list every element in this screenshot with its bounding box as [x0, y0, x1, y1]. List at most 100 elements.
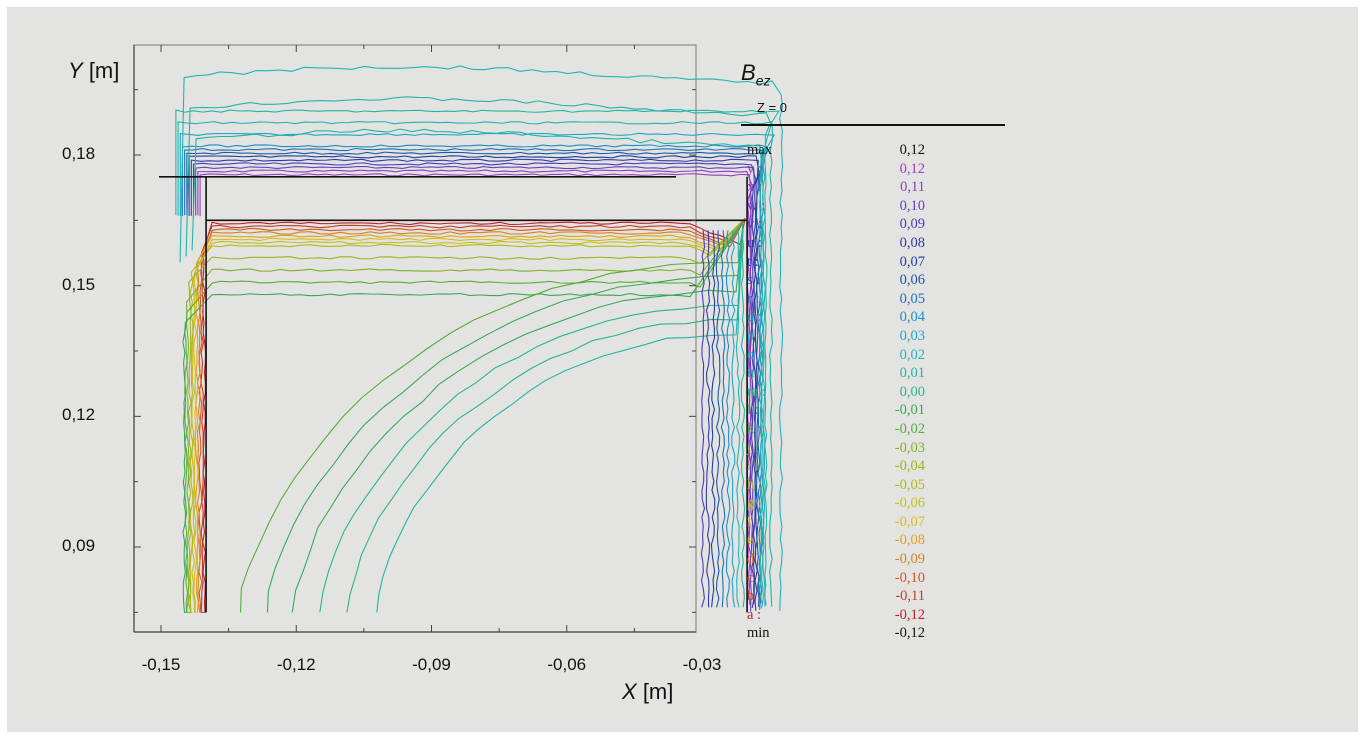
legend-key: a : [747, 606, 762, 623]
legend-value: 0,03 [899, 327, 925, 344]
contour-line [700, 230, 706, 608]
x-tick-label: -0,03 [682, 655, 722, 674]
contour-line [196, 217, 746, 613]
contour-line [184, 147, 763, 604]
contour-line [200, 218, 746, 613]
legend-row: g : -0,06 [747, 494, 925, 513]
contour-line [189, 217, 746, 613]
legend-key: y : [747, 160, 762, 177]
legend-row: d : -0,09 [747, 550, 925, 569]
legend-value: -0,07 [894, 513, 925, 530]
legend-key: h : [747, 476, 762, 493]
legend-row: b : -0,11 [747, 587, 925, 606]
x-tick-label: -0,15 [141, 655, 181, 674]
contour-legend: max 0,12 y : 0,12 x : 0,11 w : 0,10 v : 0,09 u : 0,… [747, 141, 925, 643]
contour-line [319, 224, 744, 613]
contour-line [191, 128, 764, 603]
legend-key: p : [747, 327, 762, 344]
legend-row: j : -0,03 [747, 439, 925, 458]
contour-line [177, 120, 773, 607]
contour-line [185, 217, 746, 613]
legend-value: 0,10 [899, 197, 925, 214]
geometry-outline-layer [159, 175, 748, 613]
x-axis-variable: X [622, 679, 637, 704]
legend-row: f : -0,07 [747, 513, 925, 532]
legend-row: o : 0,02 [747, 346, 925, 365]
y-tick-label: 0,09 [62, 536, 96, 555]
legend-key: j : [747, 439, 759, 456]
legend-value: 0,02 [899, 346, 925, 363]
x-tick-label: -0,12 [276, 655, 316, 674]
contour-line [179, 132, 776, 609]
legend-value: 0,09 [899, 216, 925, 233]
legend-value: -0,01 [894, 402, 925, 419]
legend-row: v : 0,09 [747, 215, 925, 234]
legend-row: r : 0,05 [747, 290, 925, 309]
contour-line [179, 65, 784, 611]
legend-value: -0,04 [894, 458, 925, 475]
contour-line [202, 218, 746, 613]
legend-value: -0,11 [895, 588, 925, 605]
legend-key: k : [747, 420, 762, 437]
legend-value: 0,04 [899, 309, 925, 326]
legend-key: n : [747, 365, 762, 382]
contour-line [193, 218, 746, 613]
y-tick-label: 0,15 [62, 274, 96, 294]
legend-key: min [747, 625, 770, 642]
legend-key: o : [747, 346, 762, 363]
legend-row: a : -0,12 [747, 606, 925, 625]
contour-line [187, 217, 746, 613]
legend-divider [741, 124, 1005, 126]
legend-row: q : 0,04 [747, 308, 925, 327]
contour-line [198, 218, 746, 613]
legend-row: u : 0,08 [747, 234, 925, 253]
legend-value: 0,05 [899, 290, 925, 307]
legend-value: 0,06 [899, 272, 925, 289]
contour-line [266, 224, 744, 613]
legend-value: 0,08 [899, 234, 925, 251]
contour-line [735, 230, 741, 608]
contour-line [181, 144, 769, 611]
legend-key: m : [747, 383, 766, 400]
x-axis-unit: [m] [642, 679, 674, 704]
y-axis-label: Y [m] [68, 58, 119, 84]
x-tick-label: -0,09 [412, 655, 451, 674]
legend-key: d : [747, 551, 762, 568]
legend-key: q : [747, 309, 762, 326]
legend-row: l : -0,01 [747, 401, 925, 420]
x-axis-label: X [m] [622, 679, 673, 705]
legend-row: x : 0,11 [747, 178, 925, 197]
legend-title: Bez [741, 60, 770, 88]
legend-key: g : [747, 495, 762, 512]
legend-title-subscript: ez [755, 72, 771, 89]
legend-row: c : -0,10 [747, 569, 925, 588]
legend-key: l : [747, 402, 759, 419]
y-tick-label: 0,12 [62, 405, 96, 425]
contour-line [720, 230, 726, 608]
legend-key: t : [747, 253, 759, 270]
legend-value: 0,11 [900, 179, 925, 196]
contour-line [740, 230, 746, 608]
contour-line [376, 224, 744, 613]
legend-value: -0,08 [894, 532, 925, 549]
contour-line [186, 151, 764, 608]
figure-panel [7, 7, 1358, 732]
legend-row: s : 0,06 [747, 271, 925, 290]
contour-line [182, 218, 746, 613]
legend-key: i : [747, 458, 759, 475]
legend-key: w : [747, 197, 766, 214]
legend-value: 0,07 [899, 253, 925, 270]
legend-row: y : 0,12 [747, 160, 925, 179]
legend-value: -0,06 [894, 495, 925, 512]
contour-line [715, 230, 721, 608]
contour-line [188, 155, 760, 611]
legend-value: 0,12 [899, 142, 925, 158]
y-axis-variable: Y [68, 58, 83, 83]
legend-key: v : [747, 216, 762, 233]
legend-value: -0,12 [894, 606, 925, 623]
legend-key: f : [747, 513, 760, 530]
legend-row: n : 0,01 [747, 364, 925, 383]
contour-line [730, 230, 736, 608]
contour-line [195, 165, 755, 612]
